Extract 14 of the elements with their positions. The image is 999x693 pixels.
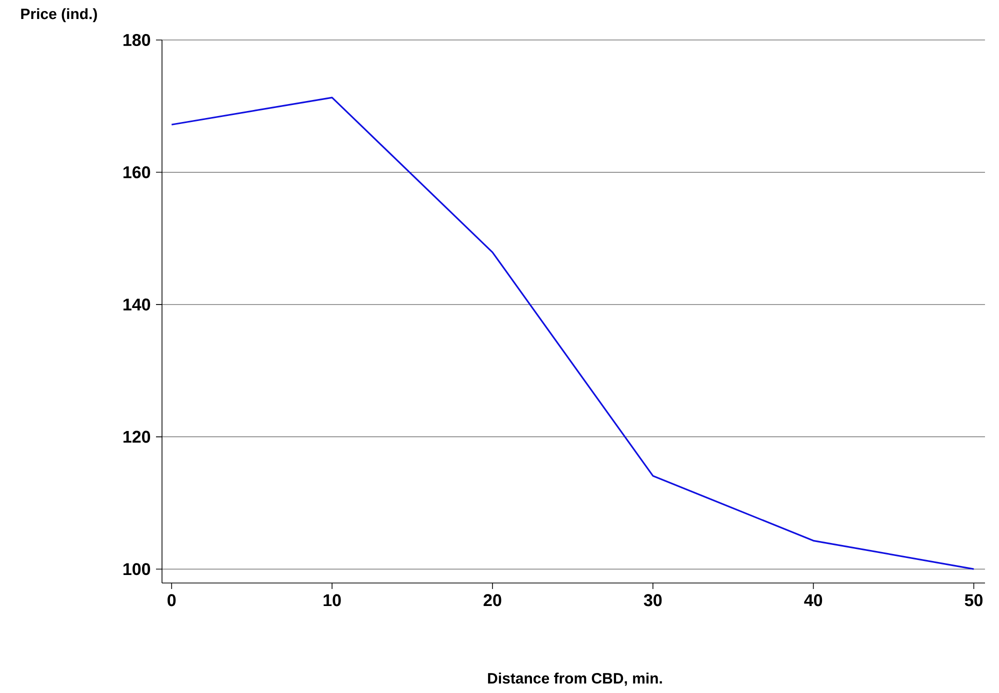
line-series [170,96,975,570]
x-tick-label: 10 [324,594,341,606]
x-axis-title: Distance from CBD, min. [488,672,662,686]
y-tick-label: 100 [124,563,150,576]
y-tick-label: 160 [124,166,150,178]
y-tick-label: 120 [124,430,150,443]
x-tick-label: 0 [168,594,176,606]
y-tick-label: 140 [124,298,150,311]
x-tick-label: 50 [964,594,983,606]
x-tick-label: 30 [644,594,662,606]
y-tick-label: 180 [124,34,150,46]
x-tick-label: 20 [484,594,502,606]
y-axis-title: Price (ind.) [21,8,97,22]
x-tick-label: 40 [804,594,822,606]
